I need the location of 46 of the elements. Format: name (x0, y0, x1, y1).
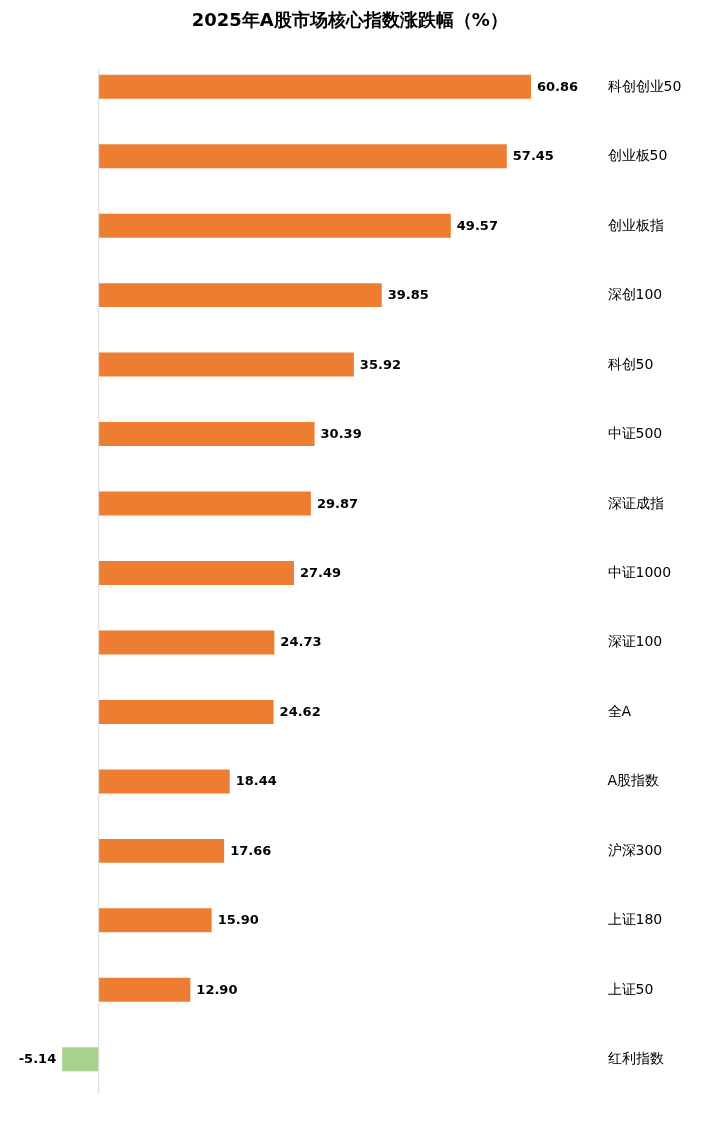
data-label: 24.73 (280, 634, 322, 650)
data-label: 35.92 (359, 356, 401, 372)
y-tick-label: 上证50 (607, 980, 654, 997)
bar (62, 1047, 99, 1072)
data-label: 12.90 (196, 981, 238, 997)
y-tick-label: 中证500 (607, 425, 663, 442)
bar (98, 352, 354, 377)
bar (98, 838, 225, 863)
data-label: -5.14 (18, 1051, 57, 1067)
bar (98, 491, 311, 516)
bar (98, 74, 532, 99)
y-tick-label: 深证成指 (607, 494, 664, 511)
y-tick-label: 创业板50 (607, 147, 668, 164)
bar (98, 908, 212, 933)
y-tick-label: 深创100 (607, 286, 663, 303)
bar (98, 283, 382, 308)
data-label: 24.62 (279, 703, 321, 719)
y-tick-label: 上证180 (607, 911, 663, 928)
bar (98, 769, 230, 794)
data-label: 15.90 (217, 912, 259, 928)
bar (98, 422, 315, 447)
bar (98, 213, 451, 238)
bar (98, 561, 294, 585)
y-tick-label: 中证1000 (607, 564, 672, 580)
chart-title: 2025年A股市场核心指数涨跌幅（%） (191, 9, 508, 30)
y-tick-label: 红利指数 (607, 1050, 664, 1067)
y-tick-label: 创业板指 (607, 216, 664, 233)
bar (98, 699, 274, 724)
y-tick-label: A股指数 (607, 772, 660, 789)
data-label: 57.45 (512, 148, 554, 164)
bar (98, 977, 191, 1002)
y-tick-label: 深证100 (607, 633, 663, 650)
y-tick-label: 科创创业50 (607, 77, 682, 94)
data-label: 17.66 (230, 842, 272, 858)
y-tick-label: 沪深300 (607, 841, 663, 858)
data-label: 39.85 (387, 287, 429, 303)
bar (98, 630, 275, 655)
data-label: 29.87 (316, 495, 359, 511)
data-label: 27.49 (299, 565, 342, 580)
y-tick-label: 全A (607, 702, 632, 719)
data-label: 30.39 (320, 426, 362, 442)
bar (98, 144, 507, 169)
data-label: 60.86 (537, 78, 579, 94)
data-label: 18.44 (235, 773, 277, 789)
data-label: 49.57 (456, 217, 498, 233)
y-tick-label: 科创50 (607, 355, 654, 372)
